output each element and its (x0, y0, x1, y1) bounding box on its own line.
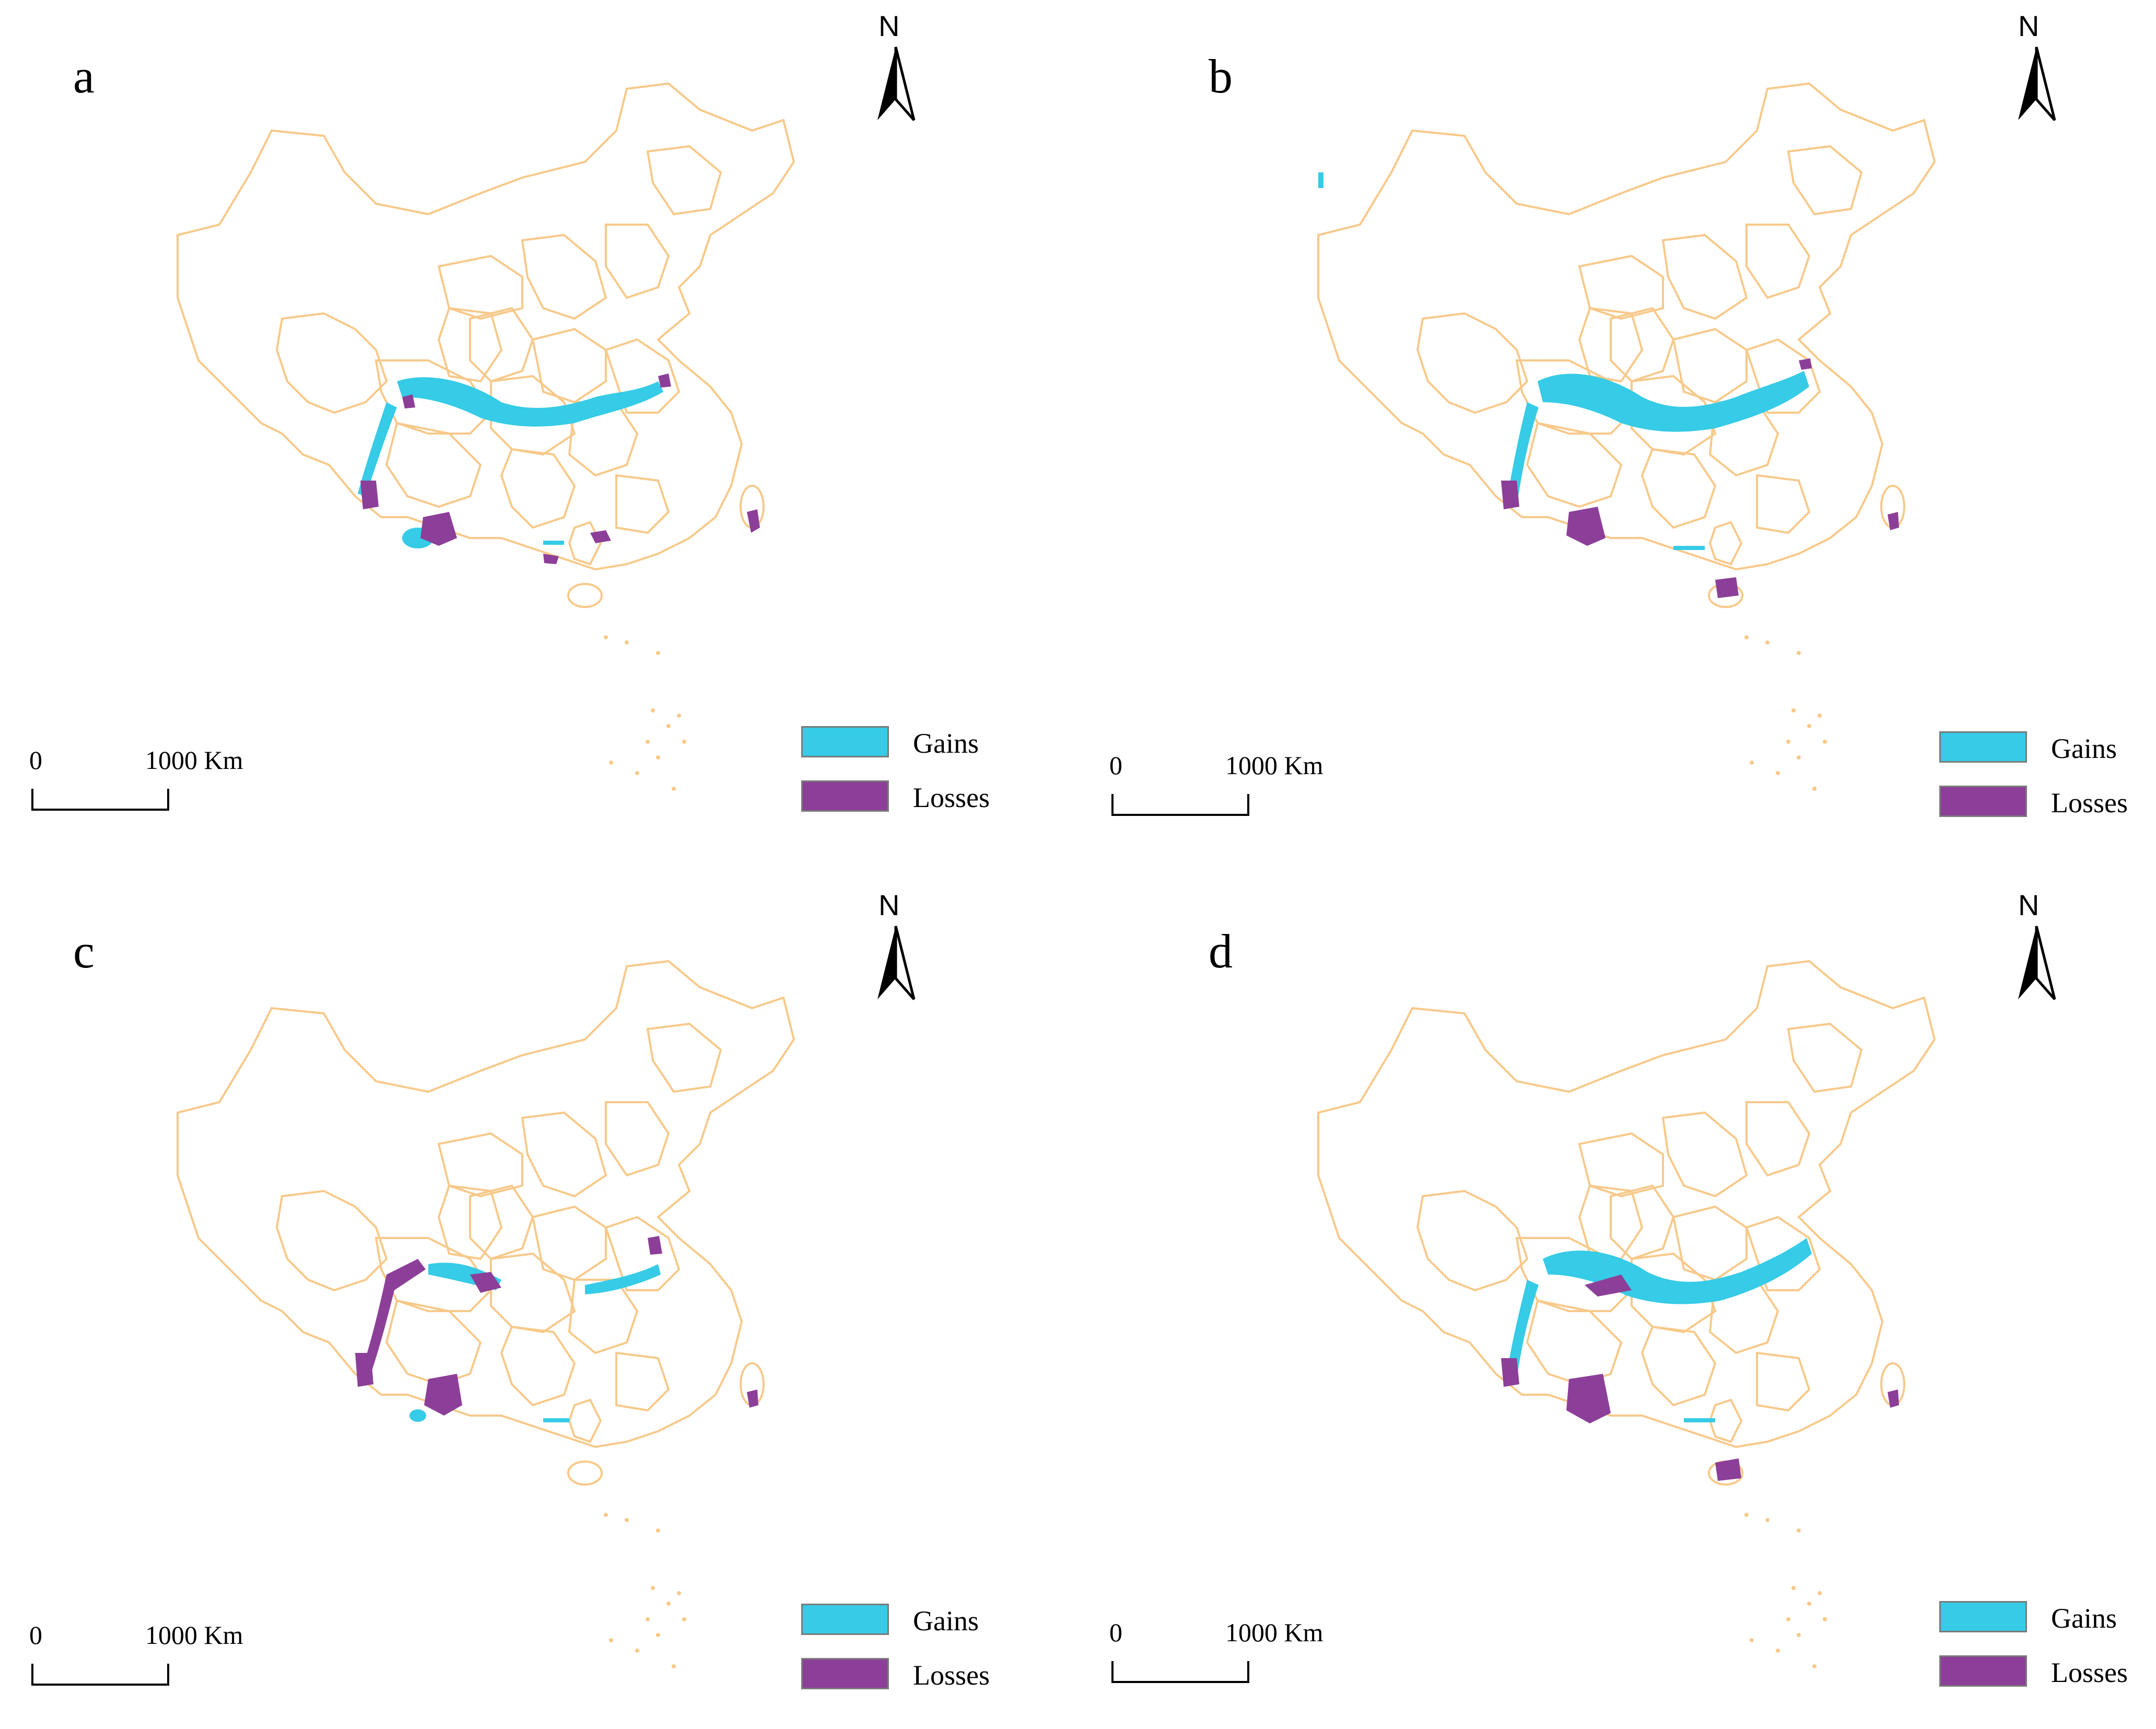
legend-item-losses: Losses (799, 1658, 1050, 1692)
south-sea-islands (1744, 1513, 1827, 1668)
losses-regions (1501, 358, 1899, 598)
legend-label-losses: Losses (913, 1660, 990, 1691)
legend: Gains Losses (1937, 1601, 2156, 1711)
map-panel-d: d N (1078, 859, 2156, 1719)
legend-label-gains: Gains (913, 1605, 979, 1637)
legend-item-losses: Losses (1937, 786, 2156, 820)
north-arrow-icon (877, 46, 916, 121)
legend-item-gains: Gains (799, 726, 1050, 761)
scale-max-label: 1000 Km (145, 1620, 243, 1650)
north-arrow-icon (877, 926, 916, 1000)
legend-swatch-gains (1939, 1601, 2027, 1632)
scale-max-label: 1000 Km (1225, 1618, 1323, 1647)
china-map (1317, 82, 1936, 791)
map-panel-b: b N (1078, 0, 2156, 859)
panel-label: d (1209, 925, 1233, 978)
legend-label-gains: Gains (913, 728, 979, 759)
legend-item-gains: Gains (799, 1604, 1050, 1638)
north-arrow-letter: N (878, 9, 900, 42)
legend: Gains Losses (1937, 731, 2156, 841)
legend-swatch-losses (801, 780, 889, 812)
scale-zero-label: 0 (1109, 751, 1122, 780)
legend-swatch-losses (801, 1658, 889, 1689)
gains-regions (1506, 1238, 1812, 1422)
province-boundaries (1317, 82, 1936, 571)
legend-label-gains: Gains (2051, 1603, 2117, 1634)
province-boundaries (177, 960, 795, 1448)
map-panel-c: c N (0, 859, 1078, 1719)
legend-swatch-gains (801, 726, 889, 757)
scale-zero-label: 0 (29, 745, 42, 775)
south-sea-islands (1744, 635, 1827, 791)
legend-item-losses: Losses (799, 780, 1050, 815)
scale-bar-line (1111, 1661, 1249, 1683)
legend: Gains Losses (799, 1604, 1050, 1713)
scale-max-label: 1000 Km (145, 745, 243, 775)
china-map (177, 960, 795, 1668)
scale-bar: 0 1000 Km (1109, 752, 1329, 820)
scale-bar: 0 1000 Km (29, 1622, 249, 1690)
south-sea-islands (604, 635, 686, 791)
legend-swatch-losses (1939, 1655, 2027, 1687)
legend-label-losses: Losses (913, 782, 990, 813)
scale-bar: 0 1000 Km (29, 747, 249, 815)
losses-regions (1501, 1275, 1899, 1481)
legend-item-gains: Gains (1937, 731, 2156, 766)
legend: Gains Losses (799, 726, 1050, 836)
legend-item-losses: Losses (1937, 1655, 2156, 1690)
legend-item-gains: Gains (1937, 1601, 2156, 1635)
map-panel-a: a N (0, 0, 1078, 859)
scale-bar-line (31, 1664, 169, 1686)
scale-max-label: 1000 Km (1225, 751, 1323, 780)
legend-label-losses: Losses (2051, 1657, 2128, 1688)
province-boundaries (177, 82, 795, 571)
scale-bar-line (1111, 794, 1249, 816)
losses-regions (360, 373, 760, 564)
panel-label: b (1209, 50, 1233, 103)
north-arrow-letter: N (2018, 9, 2040, 42)
scale-zero-label: 0 (29, 1620, 42, 1650)
legend-swatch-gains (801, 1604, 889, 1635)
south-sea-islands (604, 1513, 686, 1668)
panel-label: c (73, 925, 95, 978)
china-map (177, 82, 795, 791)
legend-label-losses: Losses (2051, 787, 2128, 819)
north-arrow-icon (2018, 926, 2056, 1000)
north-arrow-letter: N (878, 889, 900, 921)
panel-label: a (73, 50, 95, 103)
scale-bar-line (31, 789, 169, 811)
losses-regions (355, 1236, 758, 1416)
scale-zero-label: 0 (1109, 1618, 1122, 1647)
legend-swatch-gains (1939, 731, 2027, 763)
north-arrow-letter: N (2018, 889, 2040, 921)
legend-swatch-losses (1939, 786, 2027, 817)
north-arrow-icon (2018, 46, 2056, 121)
scale-bar: 0 1000 Km (1109, 1619, 1329, 1687)
province-boundaries (1317, 960, 1936, 1448)
legend-label-gains: Gains (2051, 733, 2117, 764)
china-map (1317, 960, 1936, 1668)
